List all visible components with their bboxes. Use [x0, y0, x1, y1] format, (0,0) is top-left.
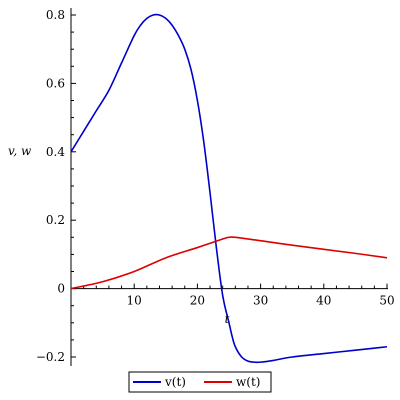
legend: v(t) w(t)	[128, 371, 272, 393]
y-tick-label: 0.2	[46, 213, 65, 227]
series-line-w	[70, 236, 388, 290]
x-tick-label: 30	[253, 294, 268, 308]
series-line-v	[70, 13, 388, 364]
y-tick-label: 0.4	[46, 145, 65, 159]
x-tick-label: 50	[379, 294, 394, 308]
legend-label: v(t)	[164, 375, 186, 389]
y-tick-label: 0.8	[46, 8, 65, 22]
x-tick-label: 40	[316, 294, 331, 308]
series	[70, 13, 388, 364]
y-tick-label: 0.6	[46, 76, 65, 90]
x-tick-label: 10	[127, 294, 142, 308]
y-axis-label: v, w	[8, 144, 32, 158]
y-tick-label: −0.2	[36, 350, 65, 364]
ticks: −0.2 0 0.2 0.4 0.6 0.8 10 20 30 40 50	[36, 8, 395, 364]
x-tick-label: 20	[190, 294, 205, 308]
y-tick-label: 0	[57, 282, 65, 296]
legend-box	[128, 371, 272, 393]
legend-label: w(t)	[236, 375, 260, 389]
x-axis-label: t	[225, 312, 230, 326]
axes	[70, 8, 388, 366]
